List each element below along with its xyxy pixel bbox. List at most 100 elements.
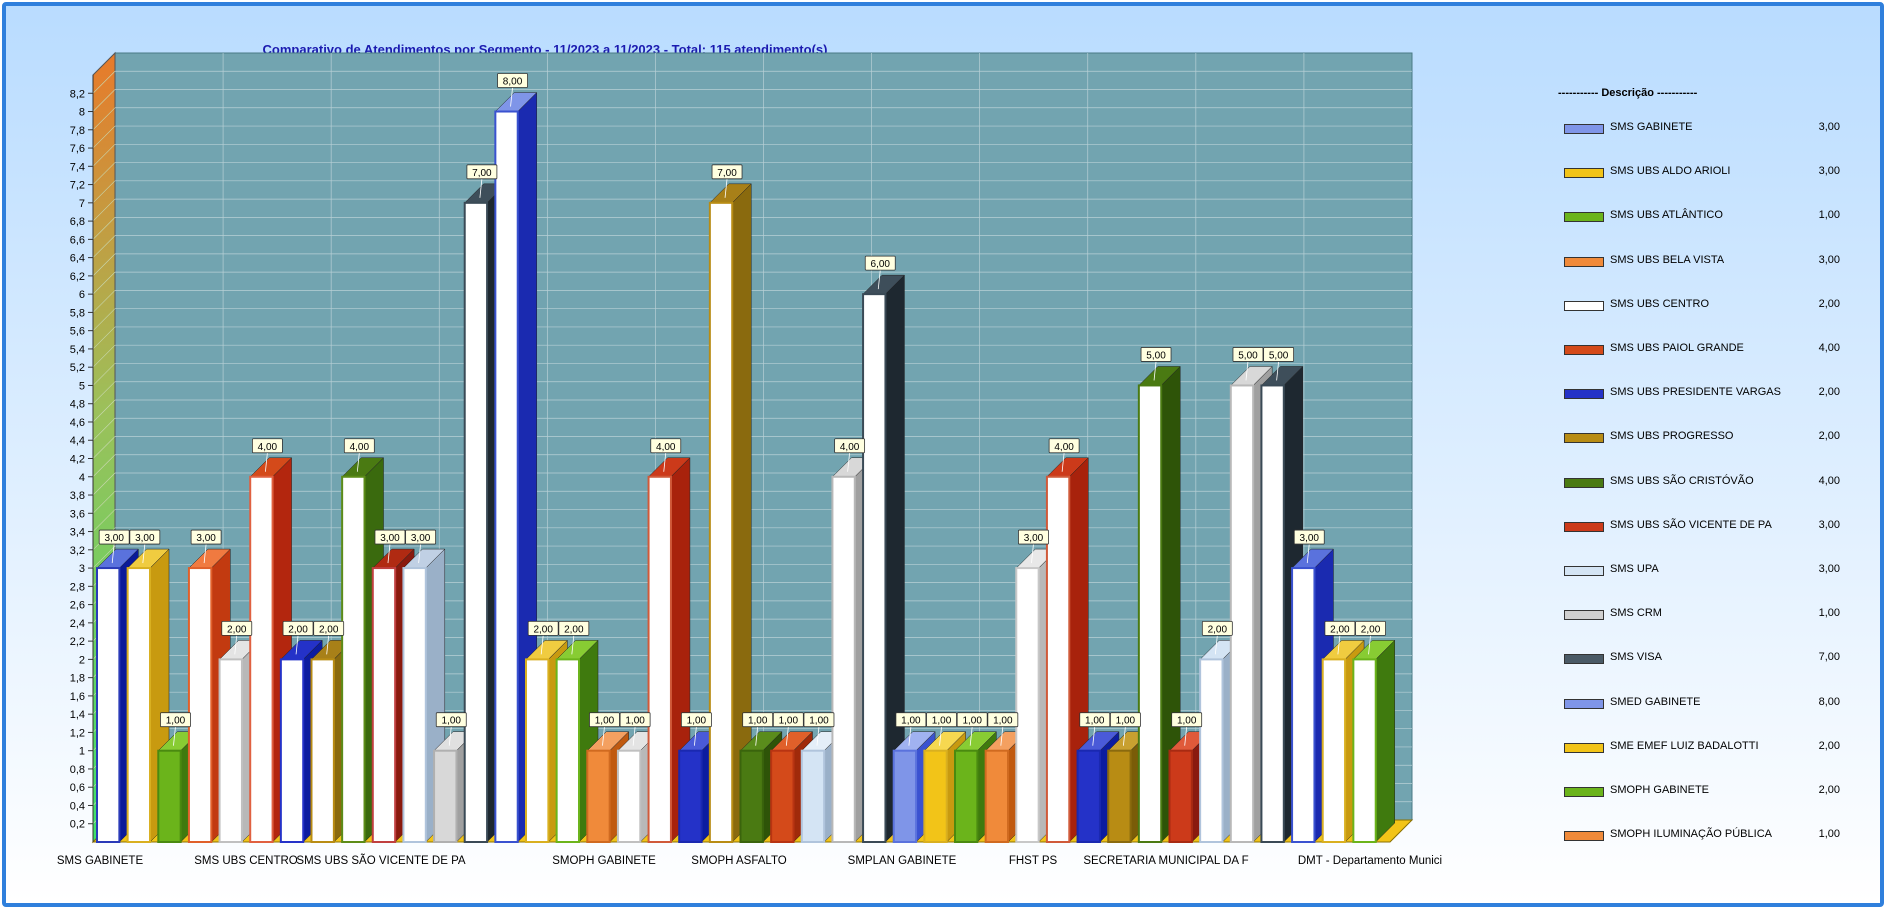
legend-label: SMS UBS PROGRESSO [1610, 430, 1734, 443]
side-gridline [92, 363, 116, 386]
legend-value: 2,00 [1818, 430, 1840, 443]
bar-face [187, 567, 213, 843]
bar-face [1076, 749, 1101, 844]
category-label: SMOPH GABINETE [552, 855, 656, 867]
legend-value: 2,00 [1818, 784, 1840, 796]
data-label: 1,00 [993, 716, 1013, 727]
legend-swatch [1564, 256, 1604, 267]
data-label-box [527, 620, 559, 636]
legend-item: SMS UBS BELA VISTA 3,00 [1560, 254, 1840, 268]
data-label: 5,00 [1146, 350, 1166, 361]
data-label-leader [785, 726, 789, 746]
bar-side [1375, 639, 1395, 843]
data-label-box [160, 712, 191, 728]
category-label: FHST PS [1009, 855, 1058, 867]
legend-value: 2,00 [1818, 386, 1840, 399]
data-label-box [313, 620, 345, 636]
data-label-leader [479, 178, 483, 198]
legend-value: 3,00 [1818, 563, 1840, 575]
data-label: 4,00 [350, 442, 370, 453]
data-label-box [1048, 438, 1080, 454]
category-label: SMS GABINETE [57, 855, 144, 867]
legend-label: SMS UBS ATLÂNTICO [1610, 209, 1723, 222]
data-label-box [1140, 347, 1172, 362]
legend-item: SMS UBS SÃO CRISTÓVÃO 4,00 [1560, 475, 1840, 489]
legend-item: SMOPH ILUMINAÇÃO PÚBLICA 1,00 [1560, 828, 1840, 842]
bar-face [586, 749, 611, 844]
side-gridline [92, 217, 116, 240]
y-tick-label: 5 [79, 380, 85, 392]
legend-swatch [1564, 654, 1604, 665]
side-gridline [92, 472, 116, 496]
data-label: 1,00 [595, 716, 615, 727]
data-label-leader [448, 726, 452, 746]
legend-item: SMS UBS CENTRO 2,00 [1560, 297, 1840, 312]
legend-value: 1,00 [1818, 607, 1840, 620]
bar-face [1015, 567, 1040, 843]
data-label-box [466, 164, 498, 180]
y-tick-label: 1,2 [70, 727, 85, 739]
y-tick-label: 3,6 [70, 508, 85, 520]
data-label-leader [510, 87, 513, 107]
side-gridline [92, 399, 116, 423]
data-label-box [221, 620, 253, 636]
legend-label: SMS UBS SÃO VICENTE DE PA [1610, 518, 1772, 531]
data-label: 1,00 [932, 716, 952, 727]
data-label-leader [1123, 726, 1126, 746]
legend-label: SMS VISA [1610, 651, 1662, 664]
data-label: 4,00 [258, 442, 278, 453]
data-label-box [129, 529, 161, 545]
data-label-leader [1184, 726, 1188, 746]
side-gridline [92, 545, 116, 569]
bar-face [800, 749, 826, 844]
data-label: 2,00 [1208, 624, 1228, 635]
legend-value: 7,00 [1818, 651, 1840, 664]
category-label: SMPLAN GABINETE [848, 855, 957, 867]
category-label: SMS UBS CENTRO [194, 855, 298, 867]
bar-face [218, 658, 243, 844]
data-label: 3,00 [1024, 533, 1044, 544]
legend-item: SMS GABINETE 3,00 [1560, 121, 1840, 135]
data-label-leader [111, 544, 115, 564]
bar-face [739, 749, 764, 844]
y-tick-label: 7 [79, 198, 85, 210]
data-label: 4,00 [656, 442, 676, 453]
bar-face [371, 567, 397, 843]
data-label: 5,00 [1238, 350, 1258, 361]
bar-face [1321, 658, 1347, 844]
y-tick-label: 1,4 [70, 709, 85, 721]
data-label: 8,00 [503, 77, 523, 88]
legend-item: SMED GABINETE 8,00 [1560, 696, 1840, 710]
legend-label: SMS GABINETE [1610, 121, 1693, 133]
data-label-box [589, 712, 620, 728]
side-gridline [92, 308, 116, 331]
data-label-box [1324, 620, 1356, 636]
side-gridline [92, 89, 116, 112]
data-label: 3,00 [380, 533, 400, 544]
category-label: SMOPH ASFALTO [691, 855, 786, 867]
side-gridline [92, 253, 116, 277]
legend-swatch [1564, 831, 1604, 842]
legend-swatch [1564, 698, 1604, 709]
legend-value: 1,00 [1818, 209, 1840, 222]
data-label: 1,00 [779, 716, 799, 727]
data-label-leader [939, 726, 942, 746]
legend-item: SMOPH GABINETE 2,00 [1560, 784, 1840, 798]
bar-face [126, 567, 152, 843]
bar-face [1229, 384, 1255, 843]
bar-face [463, 201, 489, 844]
y-tick-label: 1 [79, 746, 85, 758]
data-label-box [926, 712, 957, 728]
y-tick-label: 6,4 [70, 253, 85, 265]
data-label-box [987, 712, 1019, 728]
data-label: 1,00 [687, 716, 707, 727]
data-label: 3,00 [411, 533, 431, 544]
y-tick-label: 2,8 [70, 581, 85, 593]
data-label: 2,00 [227, 624, 247, 635]
legend-label: SMS UBS CENTRO [1610, 297, 1710, 310]
data-label-leader [540, 635, 544, 655]
data-label: 1,00 [1116, 716, 1136, 727]
side-gridline [92, 71, 116, 94]
data-label-box [435, 712, 467, 728]
legend-item: SMS UBS PRESIDENTE VARGAS 2,00 [1560, 386, 1840, 400]
